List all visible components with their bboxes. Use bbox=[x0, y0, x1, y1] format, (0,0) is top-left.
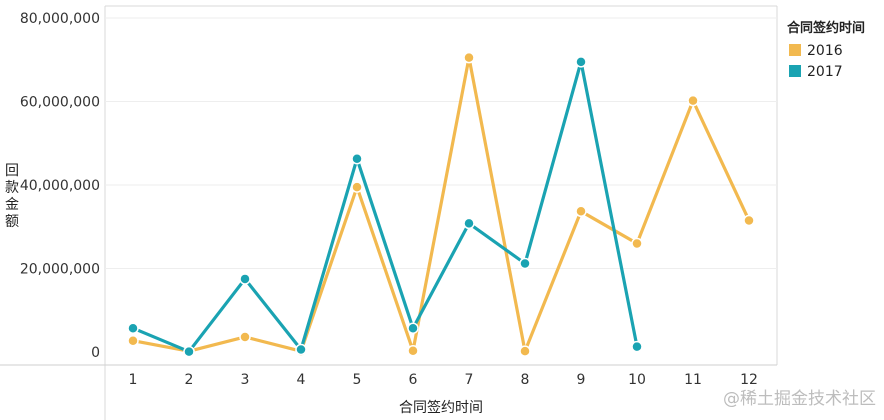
data-point[interactable] bbox=[239, 331, 251, 343]
x-tick-label: 7 bbox=[465, 372, 474, 388]
legend: 合同签约时间 2016 2017 bbox=[787, 20, 865, 80]
x-tick-label: 3 bbox=[241, 372, 250, 388]
data-point[interactable] bbox=[183, 345, 195, 358]
gridlines bbox=[105, 17, 777, 269]
legend-label: 2017 bbox=[807, 64, 843, 80]
data-point[interactable] bbox=[351, 152, 363, 165]
data-point[interactable] bbox=[463, 51, 475, 64]
data-point[interactable] bbox=[631, 237, 643, 250]
data-point[interactable] bbox=[519, 257, 531, 270]
x-tick-label: 5 bbox=[353, 372, 362, 388]
data-point[interactable] bbox=[463, 217, 475, 230]
x-tick-label: 1 bbox=[129, 372, 138, 388]
data-point[interactable] bbox=[295, 343, 307, 356]
series-2017 bbox=[127, 56, 643, 358]
x-tick-label: 12 bbox=[740, 372, 758, 388]
y-tick-label: 60,000,000 bbox=[20, 95, 100, 111]
data-point[interactable] bbox=[575, 56, 587, 68]
x-axis-title: 合同签约时间 bbox=[399, 399, 483, 416]
y-tick-label: 40,000,000 bbox=[20, 178, 100, 194]
legend-swatch bbox=[789, 44, 801, 56]
y-tick-label: 0 bbox=[91, 345, 100, 361]
data-point[interactable] bbox=[407, 344, 419, 357]
data-point[interactable] bbox=[687, 94, 699, 107]
x-tick-label: 6 bbox=[409, 372, 418, 388]
watermark: @稀土掘金技术社区 bbox=[723, 389, 876, 409]
y-tick-label: 80,000,000 bbox=[20, 11, 100, 27]
x-tick-label: 4 bbox=[297, 372, 306, 388]
x-tick-label: 11 bbox=[684, 372, 702, 388]
data-point[interactable] bbox=[351, 181, 363, 193]
x-tick-label: 8 bbox=[521, 372, 530, 388]
data-point[interactable] bbox=[127, 334, 139, 347]
legend-label: 2016 bbox=[807, 43, 843, 59]
x-tick-label: 9 bbox=[577, 372, 586, 388]
data-point[interactable] bbox=[743, 214, 755, 227]
x-tick-label: 10 bbox=[628, 372, 646, 388]
x-axis-ticks: 1 2 3 4 5 6 7 8 9 10 11 12 bbox=[129, 372, 758, 388]
data-point[interactable] bbox=[575, 205, 587, 218]
data-point[interactable] bbox=[407, 322, 419, 334]
data-point[interactable] bbox=[631, 340, 643, 353]
legend-swatch bbox=[789, 65, 801, 77]
data-point[interactable] bbox=[127, 322, 139, 334]
legend-title: 合同签约时间 bbox=[787, 20, 865, 36]
y-axis-ticks: 0 20,000,000 40,000,000 60,000,000 80,000,00… bbox=[20, 11, 100, 361]
y-axis-title: 回款金额 bbox=[5, 163, 19, 230]
y-tick-label: 20,000,000 bbox=[20, 262, 100, 278]
data-point[interactable] bbox=[239, 273, 251, 285]
series-line bbox=[131, 56, 751, 353]
series-line bbox=[131, 60, 639, 354]
data-point[interactable] bbox=[519, 345, 531, 357]
x-tick-label: 2 bbox=[185, 372, 194, 388]
series-layer bbox=[127, 51, 755, 358]
